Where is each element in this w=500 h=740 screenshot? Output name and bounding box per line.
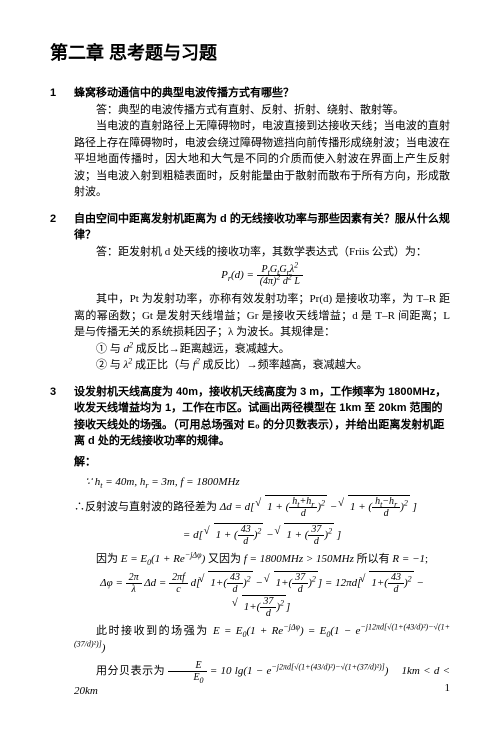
q3-db-lead: 用分贝表示为 <box>96 665 165 677</box>
q2-num: 2 <box>50 211 62 244</box>
q3-since: 因为 E = E0(1 + Re−jΔφ) 又因为 f = 1800MHz > … <box>74 551 450 568</box>
q3-title: 设发射机天线高度为 40m，接收机天线高度为 3 m，工作频率为 1800MHz… <box>74 384 450 450</box>
q1-answer-lead: 答：典型的电波传播方式有直射、反射、折射、绕射、散射等。 <box>74 102 450 119</box>
q2-bullet2: ② 与 λ2 成正比（与 f2 成反比）→频率越高，衰减越大。 <box>96 357 450 374</box>
q3-pathdiff-num: = d[ 1 + (43d)2 − 1 + (37d)2 ] <box>74 523 450 547</box>
q2-formula: Pr(d) = PtGtGrλ2(4π)2 d2 L <box>74 264 450 287</box>
q3-field: 此时接收到的场强为 E = E0(1 + Re−jΔφ) = E0(1 − e−… <box>74 623 450 656</box>
page-number: 1 <box>445 680 451 697</box>
question-2: 2 自由空间中距离发射机距离为 d 的无线接收功率与那些因素有关？服从什么规律？… <box>50 211 450 374</box>
q3-solution-label: 解： <box>74 454 450 471</box>
q3-db: 用分贝表示为 EE0 = 10 lg(1 − e−j2πd[√(1+(43/d)… <box>74 660 450 700</box>
q3-delta-phi: Δφ = 2πλ Δd = 2πfc d[1+(43d)2 − 1+(37d)2… <box>74 571 450 619</box>
chapter-title: 第二章 思考题与习题 <box>50 40 450 67</box>
q3-pathdiff: ∴反射波与直射波的路径差为 Δd = d[ 1 + (ht+hrd)2 − 1 … <box>74 495 450 519</box>
question-1: 1 蜂窝移动通信中的典型电波传播方式有哪些？ 答：典型的电波传播方式有直射、反射… <box>50 85 450 201</box>
q3-field-lead: 此时接收到的场强为 <box>96 625 209 637</box>
question-3: 3 设发射机天线高度为 40m，接收机天线高度为 3 m，工作频率为 1800M… <box>50 384 450 700</box>
q3-num: 3 <box>50 384 62 450</box>
q2-para1: 其中，Pt 为发射功率，亦称有效发射功率；Pr(d) 是接收功率，为 T–R 距… <box>74 291 450 341</box>
q2-bullet1: ① 与 d2 成反比→距离越远，衰减越大。 <box>96 341 450 358</box>
q3-refl-lead: ∴反射波与直射波的路径差为 <box>74 501 217 513</box>
q1-para1: 当电波的直射路径上无障碍物时，电波直接到达接收天线；当电波的直射路径上存在障碍物… <box>74 118 450 201</box>
q3-given: ∵ ht = 40m, hr = 3m, f = 1800MHz <box>85 474 450 491</box>
q1-title: 蜂窝移动通信中的典型电波传播方式有哪些？ <box>74 85 450 102</box>
q1-num: 1 <box>50 85 62 102</box>
q2-answer-lead: 答：距发射机 d 处天线的接收功率，其数学表达式（Friis 公式）为： <box>74 244 450 261</box>
q2-title: 自由空间中距离发射机距离为 d 的无线接收功率与那些因素有关？服从什么规律？ <box>74 211 450 244</box>
